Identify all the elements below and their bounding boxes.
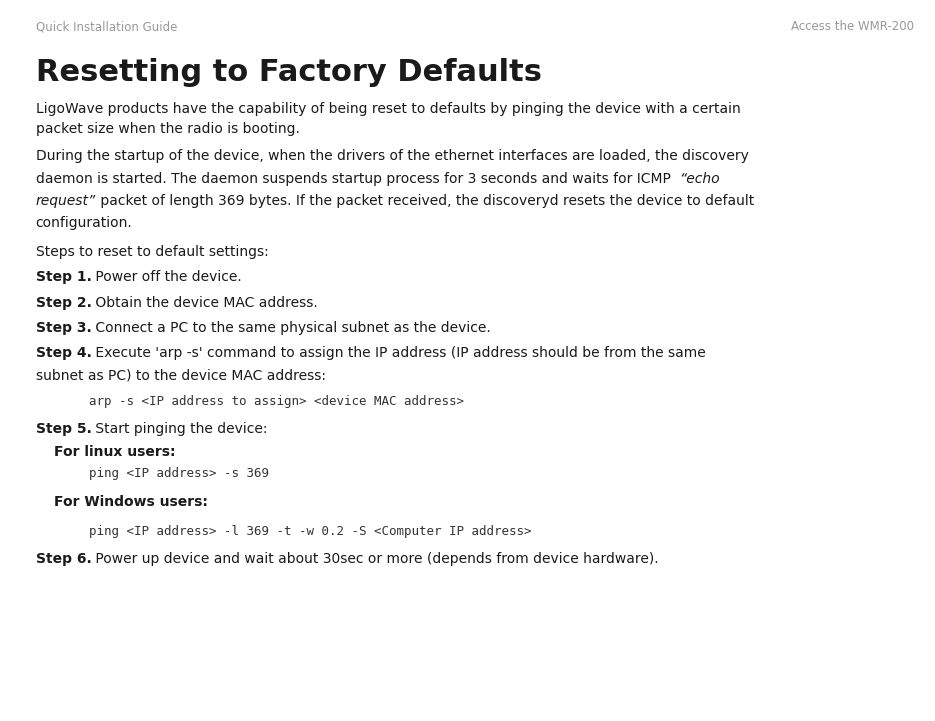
Text: packet of length 369 bytes. If the packet received, the discoveryd resets the de: packet of length 369 bytes. If the packe… (95, 194, 754, 208)
Text: Quick Installation Guide: Quick Installation Guide (36, 20, 177, 33)
Text: Step 1.: Step 1. (36, 270, 92, 284)
Text: request”: request” (36, 194, 95, 208)
Text: Execute 'arp -s' command to assign the IP address (IP address should be from the: Execute 'arp -s' command to assign the I… (92, 346, 706, 360)
Text: configuration.: configuration. (36, 216, 132, 230)
Text: Step 4.: Step 4. (36, 346, 92, 360)
Text: During the startup of the device, when the drivers of the ethernet interfaces ar: During the startup of the device, when t… (36, 149, 748, 163)
Text: ping <IP address> -l 369 -t -w 0.2 -S <Computer IP address>: ping <IP address> -l 369 -t -w 0.2 -S <C… (89, 525, 531, 538)
Text: Step 3.: Step 3. (36, 321, 92, 335)
Text: daemon is started. The daemon suspends startup process for 3 seconds and waits f: daemon is started. The daemon suspends s… (36, 172, 679, 185)
Text: Power off the device.: Power off the device. (92, 270, 242, 284)
Text: For Windows users:: For Windows users: (54, 495, 209, 509)
Text: Step 6.: Step 6. (36, 552, 92, 566)
Text: Step 2.: Step 2. (36, 296, 92, 309)
Text: For linux users:: For linux users: (54, 445, 176, 459)
Text: Resetting to Factory Defaults: Resetting to Factory Defaults (36, 58, 541, 87)
Text: Obtain the device MAC address.: Obtain the device MAC address. (92, 296, 318, 309)
Text: ping <IP address> -s 369: ping <IP address> -s 369 (89, 467, 269, 480)
Text: “echo: “echo (679, 172, 720, 185)
Text: Connect a PC to the same physical subnet as the device.: Connect a PC to the same physical subnet… (92, 321, 491, 335)
Text: Step 5.: Step 5. (36, 422, 92, 435)
Text: subnet as PC) to the device MAC address:: subnet as PC) to the device MAC address: (36, 368, 325, 382)
Text: Start pinging the device:: Start pinging the device: (92, 422, 268, 435)
Text: Power up device and wait about 30sec or more (depends from device hardware).: Power up device and wait about 30sec or … (92, 552, 659, 566)
Text: arp -s <IP address to assign> <device MAC address>: arp -s <IP address to assign> <device MA… (89, 395, 464, 408)
Text: LigoWave products have the capability of being reset to defaults by pinging the : LigoWave products have the capability of… (36, 102, 741, 136)
Text: Access the WMR-200: Access the WMR-200 (791, 20, 914, 33)
Text: Steps to reset to default settings:: Steps to reset to default settings: (36, 245, 268, 259)
